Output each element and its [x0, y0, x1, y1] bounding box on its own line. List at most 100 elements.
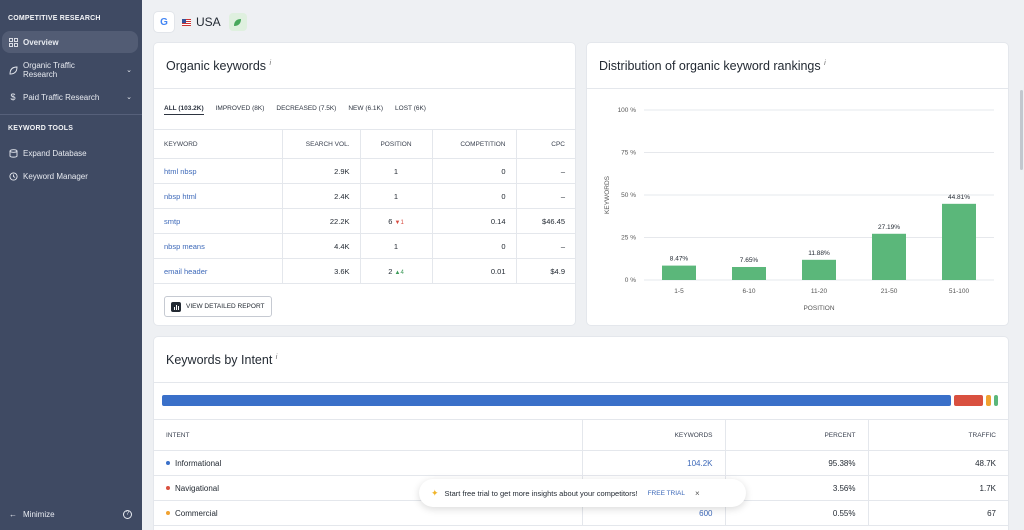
intent-segment[interactable] — [986, 395, 991, 406]
sidebar-item-paid-traffic[interactable]: $ Paid Traffic Research ⌄ — [2, 87, 138, 107]
col-position[interactable]: POSITION — [359, 129, 432, 159]
col-intent[interactable]: INTENT — [154, 419, 582, 451]
sidebar-item-label: Keyword Manager — [23, 171, 88, 181]
report-button-label: VIEW DETAILED REPORT — [186, 303, 265, 310]
sidebar-section-competitive: COMPETITIVE RESEARCH — [8, 15, 101, 22]
search-vol: 3.6K — [281, 258, 360, 284]
keyword-link[interactable]: nbsp means — [164, 241, 205, 251]
cpc: – — [515, 183, 575, 209]
position-change: 4 — [400, 269, 404, 276]
search-vol: 4.4K — [281, 233, 360, 259]
bar-value-label: 27.19% — [878, 224, 900, 231]
view-detailed-report-button[interactable]: VIEW DETAILED REPORT — [164, 296, 272, 317]
sidebar-item-label: Overview — [23, 37, 59, 47]
intent-traffic: 48.7K — [867, 450, 1008, 476]
competition: 0 — [431, 183, 516, 209]
chevron-down-icon: ⌄ — [126, 66, 132, 74]
arrow-down-icon: ▼ — [394, 219, 401, 226]
tab-decreased[interactable]: DECREASED (7.5K) — [276, 105, 337, 112]
minimize-button[interactable]: ← Minimize ? — [2, 504, 138, 524]
info-icon[interactable]: i — [824, 59, 826, 67]
x-tick-label: 51-100 — [949, 288, 970, 295]
keyword-link[interactable]: html nbsp — [164, 166, 197, 176]
cpc: – — [515, 233, 575, 259]
keyword-link[interactable]: nbsp html — [164, 191, 197, 201]
leaf-icon[interactable] — [228, 13, 247, 31]
arrow-up-icon: ▲ — [394, 269, 401, 276]
position: 1 — [359, 158, 432, 184]
free-trial-button[interactable]: FREE TRIAL — [647, 489, 686, 497]
col-traffic[interactable]: TRAFFIC — [867, 419, 1008, 451]
keywords-link[interactable]: 104.2K — [687, 458, 713, 468]
distribution-title: Distribution of organic keyword rankings… — [599, 59, 826, 73]
competition: 0 — [431, 233, 516, 259]
tab-improved[interactable]: IMPROVED (8K) — [215, 105, 265, 112]
divider — [587, 88, 1008, 89]
col-keyword[interactable]: KEYWORD — [154, 129, 282, 159]
leaf-icon — [8, 65, 18, 75]
sidebar-item-label: Expand Database — [23, 148, 87, 158]
sparkle-icon: ✦ — [431, 487, 439, 498]
grid-icon — [8, 37, 18, 47]
info-icon[interactable]: i — [269, 59, 272, 67]
table-row: Informational 104.2K 95.38% 48.7K — [154, 450, 1008, 476]
col-cpc[interactable]: CPC — [515, 129, 575, 159]
keywords-link[interactable]: 600 — [699, 508, 713, 518]
y-axis-label: KEYWORDS — [604, 175, 611, 214]
bar — [732, 266, 766, 280]
bar — [942, 203, 976, 280]
scrollbar[interactable] — [1018, 0, 1024, 530]
competition: 0.01 — [431, 258, 516, 284]
intent-segment[interactable] — [162, 395, 951, 406]
intent-segment[interactable] — [953, 395, 984, 406]
sidebar-item-keyword-manager[interactable]: Keyword Manager — [2, 166, 138, 186]
sidebar-divider — [0, 114, 142, 115]
x-axis-label: POSITION — [803, 305, 834, 312]
intent-segment[interactable] — [993, 395, 998, 406]
position: 1 — [359, 233, 432, 259]
bar-chart-icon — [171, 301, 181, 312]
ranking-distribution-card: Distribution of organic keyword rankings… — [587, 43, 1008, 325]
search-vol: 2.4K — [281, 183, 360, 209]
intent-title: Keywords by Intent i — [166, 353, 278, 367]
free-trial-toast: ✦ Start free trial to get more insights … — [419, 479, 746, 507]
bar — [872, 233, 906, 280]
sidebar-item-overview[interactable]: Overview — [2, 31, 138, 53]
organic-keywords-card: Organic keywords i ALL (103.2K) IMPROVED… — [154, 43, 575, 325]
scroll-thumb[interactable] — [1020, 90, 1023, 170]
table-row: html nbsp 2.9K 1 0 – — [154, 158, 575, 184]
us-flag-icon — [182, 18, 191, 26]
tab-all[interactable]: ALL (103.2K) — [164, 105, 204, 115]
toast-message: Start free trial to get more insights ab… — [444, 488, 638, 498]
organic-keywords-table: KEYWORD SEARCH VOL. POSITION COMPETITION… — [154, 129, 575, 284]
tab-lost[interactable]: LOST (6K) — [395, 105, 426, 112]
col-percent[interactable]: PERCENT — [724, 419, 868, 451]
dot-icon — [166, 511, 170, 516]
col-search-vol[interactable]: SEARCH VOL. — [281, 129, 360, 159]
sidebar-item-organic-traffic[interactable]: Organic Traffic Research ⌄ — [2, 58, 138, 82]
info-icon[interactable]: i — [275, 353, 278, 361]
x-tick-label: 6-10 — [742, 288, 755, 295]
keyword-link[interactable]: email header — [164, 266, 208, 276]
y-tick-label: 0 % — [625, 277, 636, 284]
ranking-bar-chart: 0 % 25 % 50 % 75 % 100 % 8.47% 1-5 7.65% 6-10 11.… — [604, 107, 994, 312]
x-tick-label: 1-5 — [674, 288, 684, 295]
intent-table: INTENT KEYWORDS PERCENT TRAFFIC Informat… — [154, 419, 1008, 526]
help-icon[interactable]: ? — [123, 509, 132, 519]
google-icon[interactable]: G — [154, 12, 174, 32]
sidebar-item-expand-database[interactable]: Expand Database — [2, 143, 138, 163]
tab-new[interactable]: NEW (6.1K) — [348, 105, 384, 112]
y-tick-label: 50 % — [621, 192, 636, 199]
close-icon[interactable]: × — [695, 488, 700, 498]
table-row: nbsp html 2.4K 1 0 – — [154, 183, 575, 209]
country-label[interactable]: USA — [196, 15, 221, 29]
col-competition[interactable]: COMPETITION — [431, 129, 516, 159]
chevron-down-icon: ⌄ — [126, 94, 132, 101]
intent-distribution-bar — [162, 395, 998, 406]
dot-icon — [166, 486, 170, 491]
col-keywords[interactable]: KEYWORDS — [581, 419, 725, 451]
keyword-link[interactable]: smtp — [164, 216, 181, 226]
arrow-left-icon: ← — [9, 509, 17, 519]
bar-value-label: 8.47% — [670, 256, 689, 263]
bar-value-label: 7.65% — [740, 257, 759, 264]
